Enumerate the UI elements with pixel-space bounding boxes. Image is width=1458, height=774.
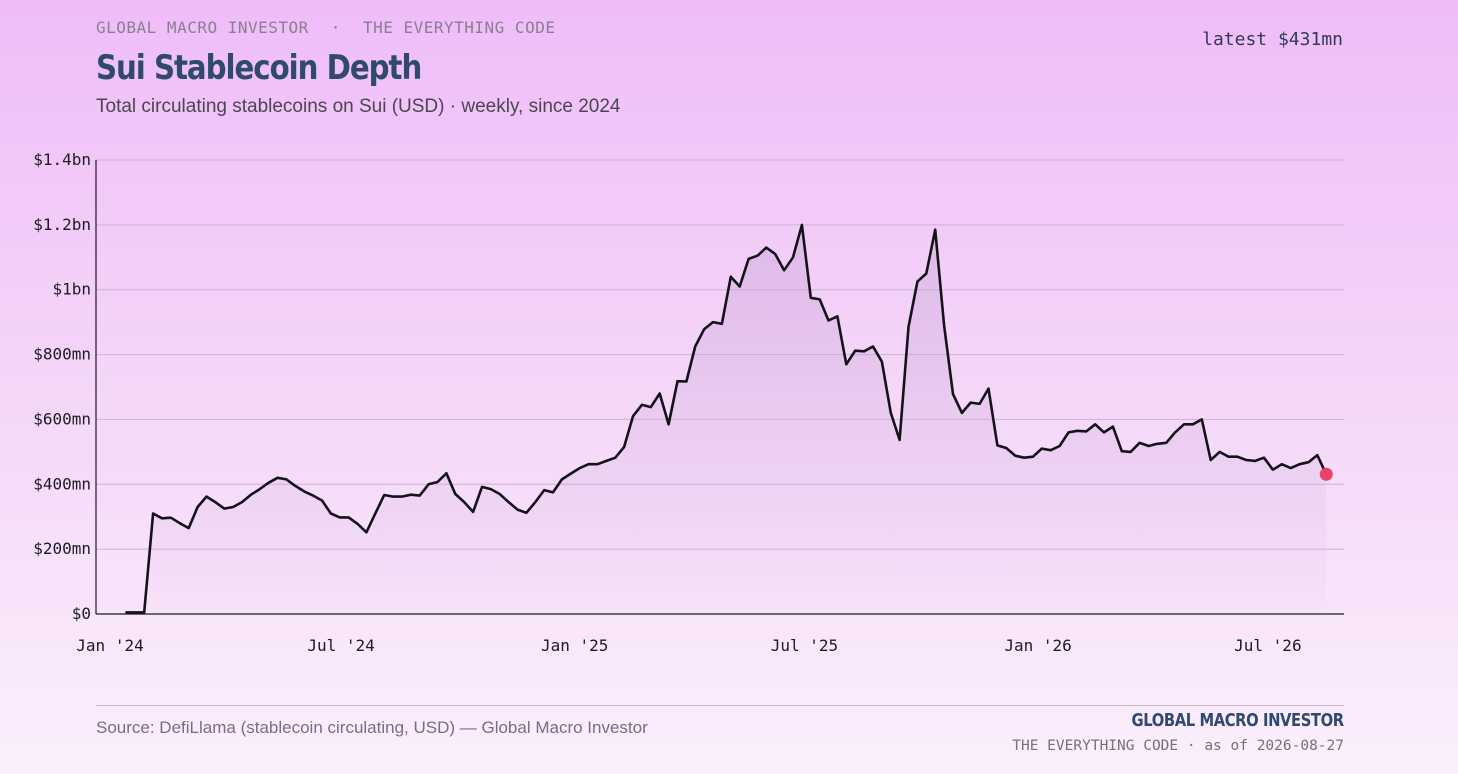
source-note: Source: DefiLlama (stablecoin circulatin… (96, 718, 648, 737)
y-tick-label: $800mn (33, 345, 91, 364)
x-tick-labels: Jan '24 Jul '24 Jan '25 Jul '25 Jan '26 Jul '… (76, 636, 1301, 655)
chart-subtitle: Total circulating stablecoins on Sui (US… (96, 96, 621, 117)
y-tick-label: $1.2bn (33, 215, 91, 234)
brand-subline: THE EVERYTHING CODE · as of 2026-08-27 (1012, 738, 1344, 754)
y-tick-label: $0 (72, 604, 91, 623)
x-tick-label: Jul '25 (771, 636, 838, 655)
series-area-fill (126, 224, 1327, 614)
y-tick-label: $1.4bn (33, 150, 91, 169)
x-tick-label: Jul '26 (1234, 636, 1301, 655)
y-tick-label: $1bn (52, 280, 91, 299)
area-fill-layer (126, 224, 1327, 614)
x-tick-label: Jan '24 (76, 636, 143, 655)
brand-logo-text: GLOBAL MACRO INVESTOR (1131, 710, 1345, 731)
y-tick-label: $600mn (33, 409, 91, 428)
latest-value: latest $431mn (1202, 29, 1343, 50)
eyebrow-left: GLOBAL MACRO INVESTOR (96, 18, 309, 37)
y-tick-labels: $0 $200mn $400mn $600mn $800mn $1bn $1.2bn $1.4… (33, 150, 91, 623)
x-tick-label: Jan '25 (541, 636, 608, 655)
eyebrow-right: THE EVERYTHING CODE (362, 18, 556, 37)
y-tick-label: $200mn (33, 539, 91, 558)
x-tick-label: Jul '24 (307, 636, 374, 655)
series-line-layer (125, 223, 1333, 614)
series-line (125, 223, 1328, 614)
y-tick-label: $400mn (33, 474, 91, 493)
footer-divider (96, 705, 1344, 706)
eyebrow-separator: · (330, 18, 341, 37)
eyebrow: GLOBAL MACRO INVESTOR · THE EVERYTHING COD… (96, 18, 555, 37)
chart-title: Sui Stablecoin Depth (96, 48, 422, 88)
axes (95, 160, 1344, 615)
x-tick-label: Jan '26 (1004, 636, 1071, 655)
latest-point-marker (1319, 467, 1333, 481)
